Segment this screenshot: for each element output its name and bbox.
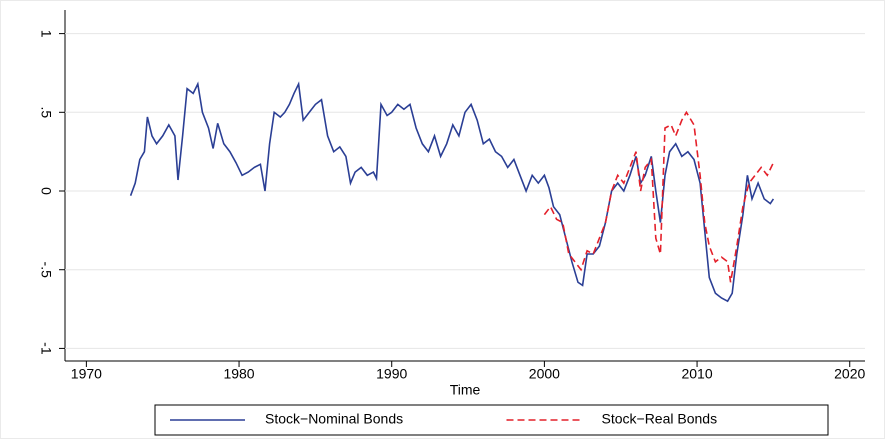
series-line	[129, 81, 775, 303]
y-tick-label: .5	[38, 106, 54, 118]
legend-label: Stock−Nominal Bonds	[265, 411, 403, 427]
x-tick-label: 2000	[529, 366, 560, 382]
legend-box	[154, 404, 829, 436]
x-tick-label: 1970	[71, 366, 102, 382]
y-tick-label: 1	[38, 30, 54, 38]
y-tick-label: 0	[38, 187, 54, 195]
x-tick-label: 2010	[681, 366, 712, 382]
legend-label: Stock−Real Bonds	[602, 411, 718, 427]
y-tick-label: -1	[38, 342, 54, 355]
x-tick-label: 2020	[834, 366, 865, 382]
y-tick-label: -.5	[38, 262, 54, 279]
x-axis-label: Time	[450, 382, 481, 398]
x-tick-label: 1990	[376, 366, 407, 382]
x-tick-label: 1980	[223, 366, 254, 382]
